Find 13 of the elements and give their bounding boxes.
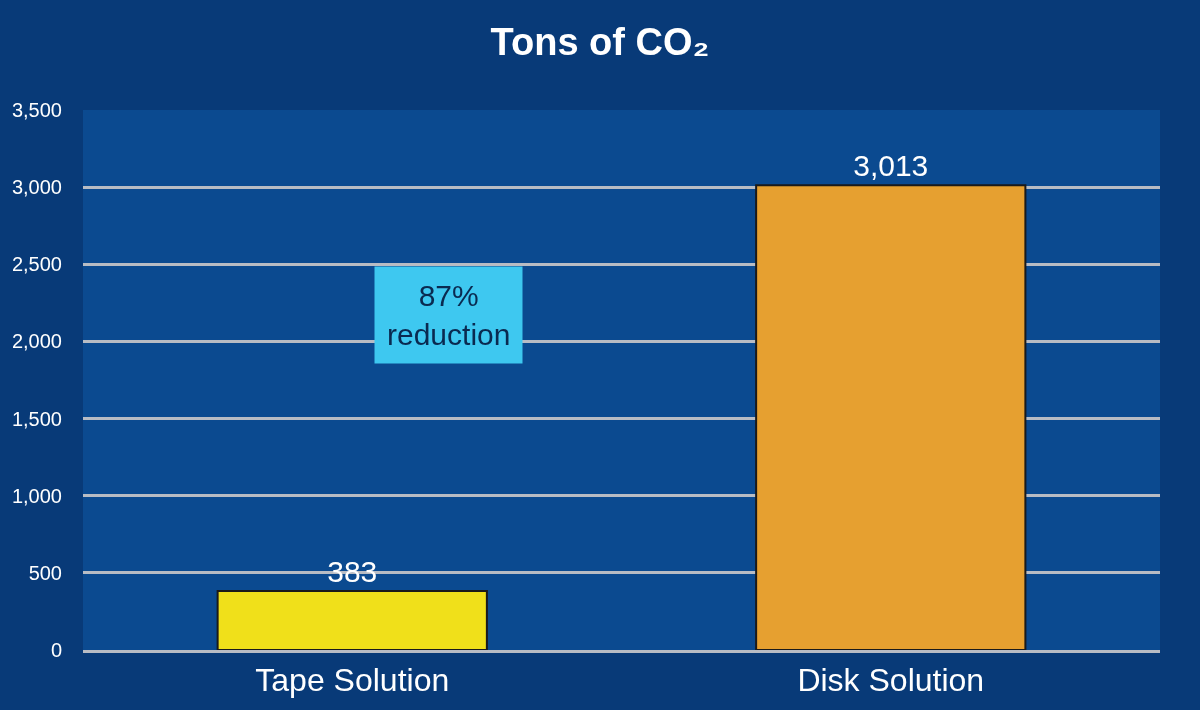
y-tick-label: 1,500: [11, 407, 62, 430]
y-tick-label: 3,000: [11, 176, 62, 199]
y-tick-label: 3,500: [11, 99, 62, 121]
y-tick-label: 500: [28, 561, 62, 584]
x-tick-label: Tape Solution: [255, 662, 450, 699]
data-label: 3,013: [853, 149, 929, 183]
y-tick-label: 2,500: [11, 253, 62, 276]
y-tick-label: 0: [50, 639, 62, 661]
y-tick-label: 2,000: [11, 330, 62, 353]
chart-title: Tons of CO₂: [490, 21, 710, 63]
x-tick-label: Disk Solution: [797, 662, 985, 699]
y-tick-label: 1,000: [11, 484, 62, 507]
annotation: 87% reduction: [387, 279, 511, 351]
